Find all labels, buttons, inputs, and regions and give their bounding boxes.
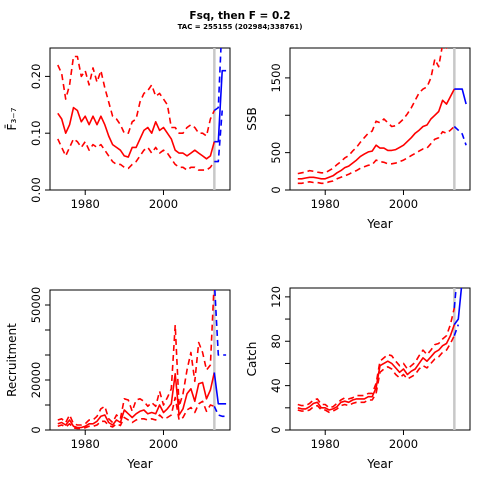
x-tick-label: 2000 <box>389 437 418 451</box>
y-tick-label: 120 <box>269 286 283 308</box>
plot-frame <box>289 287 471 431</box>
series-line-lower <box>297 335 456 414</box>
y-tick-label: 500 <box>269 142 283 164</box>
series-line-upper <box>57 55 216 137</box>
x-axis-label: Year <box>366 217 392 231</box>
x-axis-label: Year <box>126 457 152 471</box>
series-line-lower <box>57 138 215 171</box>
y-tick-label: 0.10 <box>29 120 43 146</box>
y-tick-label: 0 <box>269 186 283 193</box>
figure-title: Fsq, then F = 0.2 <box>189 10 291 22</box>
series-line-projection <box>213 372 227 405</box>
series-line-estimate <box>297 88 456 180</box>
y-tick-label: 1500 <box>269 63 283 92</box>
series-line-projection-lower <box>453 324 460 336</box>
y-axis-label: Recruitment <box>5 323 19 397</box>
series-line-projection-upper <box>454 26 466 45</box>
plot-frame <box>289 47 471 191</box>
x-tick-label: 1980 <box>71 197 100 211</box>
y-tick-label: 50000 <box>29 287 43 324</box>
plot-frame <box>49 289 231 431</box>
panel-ssb: 1980 2000 0 500 1500 Year SSB <box>245 26 471 231</box>
series-line-projection-lower <box>453 125 467 146</box>
series-line-upper <box>297 307 456 409</box>
y-axis-label: SSB <box>245 107 259 130</box>
y-tick-label: 80 <box>269 334 283 349</box>
x-tick-label: 1980 <box>311 197 340 211</box>
x-tick-label: 2000 <box>389 197 418 211</box>
series-line-upper <box>57 290 215 426</box>
y-tick-label: 0 <box>29 426 43 433</box>
x-tick-label: 2000 <box>149 197 178 211</box>
series-line-estimate <box>57 106 216 160</box>
y-tick-label: 40 <box>269 378 283 393</box>
figure-subtitle: TAC = 255155 (202984;338761) <box>177 23 303 31</box>
series-line-projection <box>454 88 467 105</box>
y-axis-label: Catch <box>245 342 259 377</box>
y-tick-label: 0 <box>269 426 283 433</box>
series-line-projection-lower <box>214 110 223 163</box>
series-line-estimate <box>57 372 216 429</box>
y-tick-label: 20000 <box>29 362 43 399</box>
x-axis-label: Year <box>366 457 392 471</box>
series-line-projection-upper <box>213 48 222 112</box>
series-line-lower <box>297 125 455 185</box>
series-line-projection-upper <box>214 290 227 356</box>
y-axis-label: F̄₃₋₇ <box>5 107 19 130</box>
y-tick-label: 0.20 <box>29 64 43 90</box>
x-tick-label: 2000 <box>149 437 178 451</box>
series-line-estimate <box>297 324 456 411</box>
panel-catch: 1980 2000 0 40 80 120 Year Catch <box>245 286 471 471</box>
series-line-upper <box>297 48 448 175</box>
y-tick-label: 0.00 <box>29 177 43 203</box>
x-tick-label: 1980 <box>71 437 100 451</box>
panel-fbar: 1980 2000 0.00 0.10 0.20 F̄₃₋₇ <box>5 47 231 211</box>
series-line-projection <box>453 288 463 326</box>
series-line-lower <box>57 396 215 430</box>
x-tick-label: 1980 <box>311 437 340 451</box>
plot-frame <box>49 47 231 191</box>
series-line-projection-lower <box>213 405 227 418</box>
series-line-projection <box>214 69 227 143</box>
